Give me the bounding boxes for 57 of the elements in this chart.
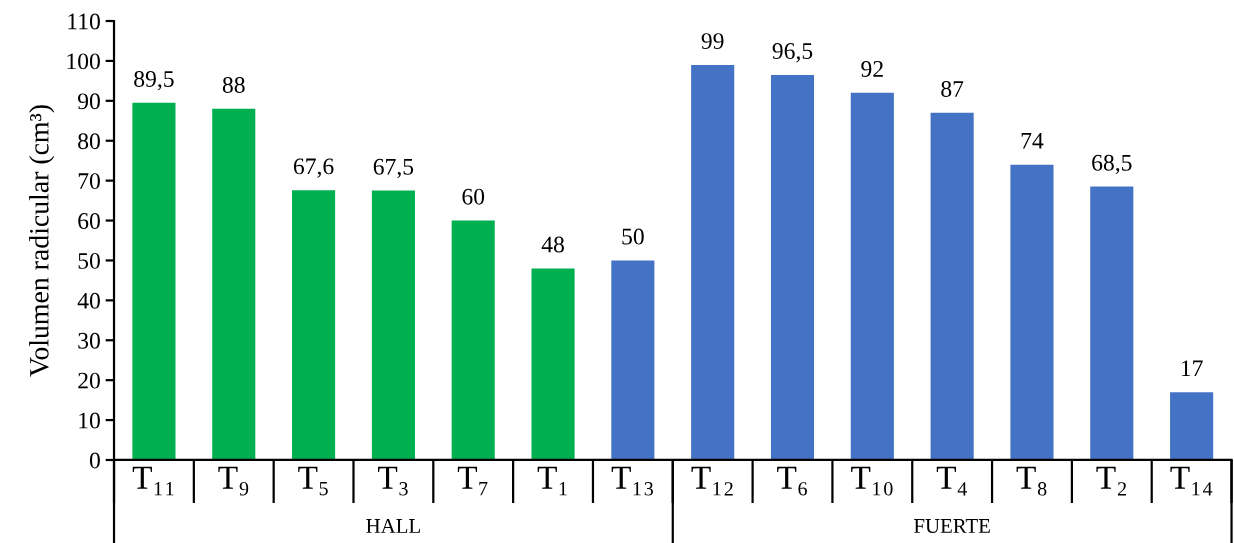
- y-tick-label: 100: [67, 53, 100, 70]
- data-label: 87: [941, 80, 964, 97]
- x-tick-label: T₁₃: [611, 466, 653, 496]
- x-tick-label: T₃: [378, 466, 408, 496]
- bar: [132, 102, 176, 460]
- x-tick-label: T₉: [218, 466, 249, 496]
- data-label: 74: [1021, 132, 1044, 149]
- y-tick-label: 10: [79, 412, 100, 429]
- x-tick-label: T₁₁: [132, 466, 174, 496]
- y-tick-label: 80: [78, 133, 100, 150]
- y-tick-label: 110: [68, 13, 100, 30]
- y-tick-label: 70: [78, 173, 100, 190]
- y-tick-label: 30: [78, 332, 100, 349]
- data-label: 50: [622, 228, 644, 245]
- x-tick-label: T₁₂: [691, 466, 733, 496]
- bar: [850, 92, 894, 460]
- data-label: 67,6: [293, 158, 334, 178]
- x-tick-label: T₈: [1016, 466, 1047, 496]
- data-label: 88: [222, 76, 245, 93]
- x-tick-label: T₂: [1096, 466, 1126, 496]
- data-label: 96,5: [772, 43, 813, 63]
- bar: [371, 190, 415, 460]
- bar: [930, 112, 974, 460]
- bar: [531, 268, 575, 460]
- data-label: 68,5: [1092, 154, 1132, 175]
- data-label: 67,5: [373, 158, 414, 179]
- bar: [212, 108, 256, 460]
- y-tick-label: 0: [89, 452, 100, 469]
- data-label: 60: [462, 188, 485, 205]
- y-tick-label: 60: [78, 213, 100, 229]
- bar: [292, 190, 336, 460]
- y-tick-label: 90: [77, 93, 100, 110]
- x-tick-label: T₁₀: [851, 466, 893, 496]
- y-axis-title: Volumen radicular (cm³): [29, 105, 55, 377]
- x-tick-label: T₆: [777, 466, 807, 496]
- y-tick-label: 40: [77, 292, 100, 309]
- bar: [691, 64, 735, 460]
- data-label: 92: [861, 61, 883, 77]
- bar: [611, 260, 655, 460]
- x-tick-label: T₅: [298, 466, 328, 496]
- x-tick-label: T₁₄: [1170, 466, 1213, 496]
- text: HALL: [366, 519, 420, 533]
- x-tick-label: T₇: [457, 466, 488, 496]
- data-label: 48: [541, 236, 564, 253]
- data-label: 17: [1181, 360, 1203, 376]
- y-tick-label: 20: [78, 372, 100, 389]
- text: FUERTE: [914, 519, 990, 533]
- x-tick-label: T₁: [537, 466, 567, 496]
- bar: [1170, 392, 1214, 460]
- data-label: 99: [701, 33, 724, 49]
- bar: [770, 74, 815, 460]
- bar: [1090, 186, 1134, 460]
- y-tick-label: 50: [78, 252, 100, 269]
- data-label: 89,5: [134, 70, 174, 91]
- bar: [451, 220, 495, 460]
- x-tick-label: T₄: [936, 466, 967, 496]
- bar: [1010, 164, 1054, 460]
